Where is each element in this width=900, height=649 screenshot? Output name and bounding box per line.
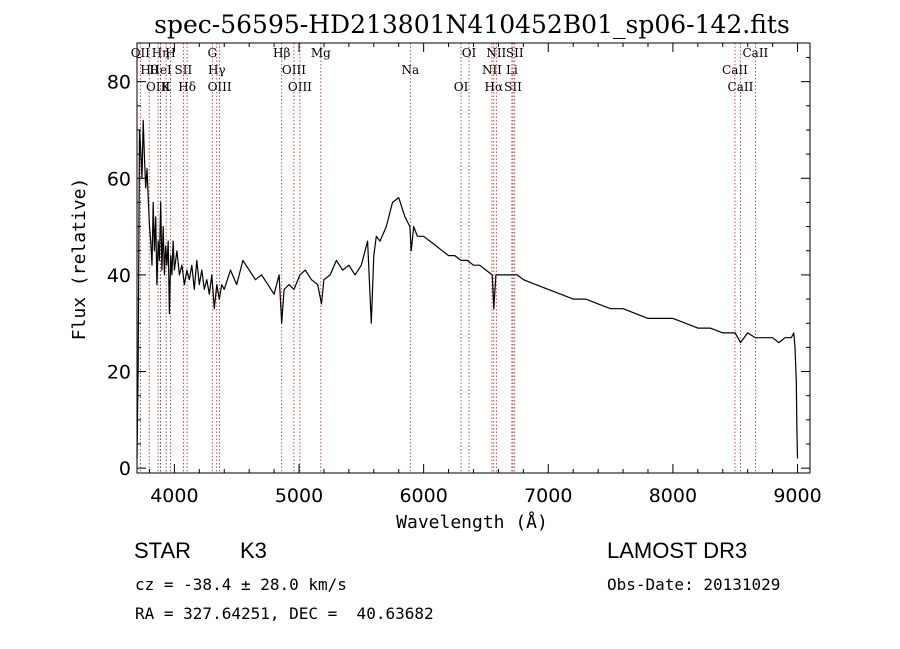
spectral-line-label: SII	[506, 46, 524, 60]
x-tick-label: 5000	[275, 485, 323, 507]
survey-name: LAMOST DR3	[607, 538, 748, 563]
x-tick-label: 8000	[649, 485, 697, 507]
spectral-line-label: K	[162, 80, 172, 94]
spectral-line-label: OIII	[146, 80, 170, 94]
spectral-lines-layer: OIIHθOIIIHηHeIKHSIIHδGHγOIIIHβOIIIOIIIMg…	[131, 43, 769, 473]
x-tick-label: 7000	[524, 485, 572, 507]
spectral-line-label: CaII	[728, 80, 754, 94]
spectral-line-label: NII	[482, 63, 502, 77]
y-axis-label: Flux (relative)	[69, 178, 90, 341]
observation-date: Obs-Date: 20131029	[607, 575, 781, 594]
spectral-line-label: SII	[504, 80, 522, 94]
chart-title: spec-56595-HD213801N410452B01_sp06-142.f…	[154, 10, 790, 39]
x-tick-label: 9000	[773, 485, 821, 507]
spectral-line-label: OIII	[288, 80, 312, 94]
y-tick-label: 40	[107, 265, 131, 287]
x-tick-label: 4000	[150, 485, 198, 507]
spectral-line-label: Hθ	[140, 63, 158, 77]
spectral-line-label: OI	[462, 46, 477, 60]
flux-series-line	[136, 119, 799, 459]
spectral-line-label: OII	[131, 46, 151, 60]
spectral-line-label: Hβ	[273, 46, 290, 60]
y-tick-label: 0	[119, 458, 131, 480]
y-tick-label: 60	[107, 168, 131, 190]
spectral-line-label: Mg	[311, 46, 331, 60]
spectral-line-label: G	[207, 46, 217, 60]
axes-layer: 4000 5000 6000 7000 8000 9000 0 20 40 60 80	[107, 43, 822, 507]
spectral-line-label: OI	[454, 80, 469, 94]
spectral-line-label: Hα	[485, 80, 504, 94]
coordinates: RA = 327.64251, DEC = 40.63682	[135, 604, 434, 623]
y-tick-label: 80	[107, 72, 131, 94]
plot-frame	[136, 42, 811, 474]
redshift-cz: cz = -38.4 ± 28.0 km/s	[135, 575, 347, 594]
spectral-line-label: H	[165, 46, 175, 60]
y-tick-label: 20	[107, 362, 131, 384]
spectral-line-label: Hγ	[208, 63, 226, 77]
object-type: STAR	[134, 538, 192, 563]
spectral-line-label: CaII	[722, 63, 748, 77]
spectral-line-label: CaII	[742, 46, 768, 60]
spectral-line-label: OIII	[208, 80, 232, 94]
spectral-line-label: Hη	[152, 46, 170, 60]
spectral-line-label: NII	[486, 46, 506, 60]
spectral-line-label: OIII	[282, 63, 306, 77]
spectral-line-label: SII	[175, 63, 193, 77]
x-tick-label: 6000	[399, 485, 447, 507]
spectral-line-label: Na	[401, 63, 419, 77]
spectral-line-label: Hδ	[178, 80, 196, 94]
x-axis-label: Wavelength (Å)	[396, 511, 548, 533]
spectral-subclass: K3	[240, 538, 267, 563]
spectral-line-label: Li	[506, 63, 518, 77]
spectral-line-label: HeI	[149, 63, 172, 77]
